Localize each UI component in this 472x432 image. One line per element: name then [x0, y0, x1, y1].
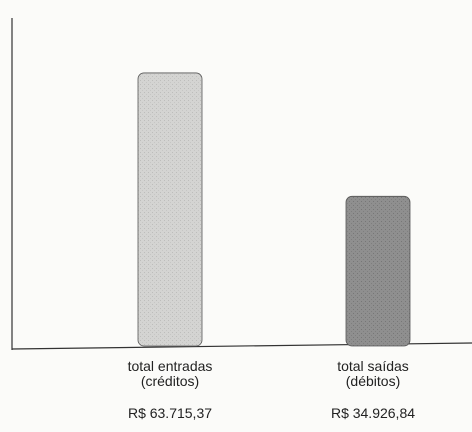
category-label-1: total saídas (débitos) — [337, 358, 409, 389]
bar-0 — [137, 72, 203, 347]
bar-1 — [345, 195, 411, 347]
value-label-1: R$ 34.926,84 — [330, 405, 416, 421]
value-label-0: R$ 63.715,37 — [127, 405, 213, 421]
bar-series — [137, 72, 411, 347]
category-label-0: total entradas (créditos) — [127, 358, 213, 389]
